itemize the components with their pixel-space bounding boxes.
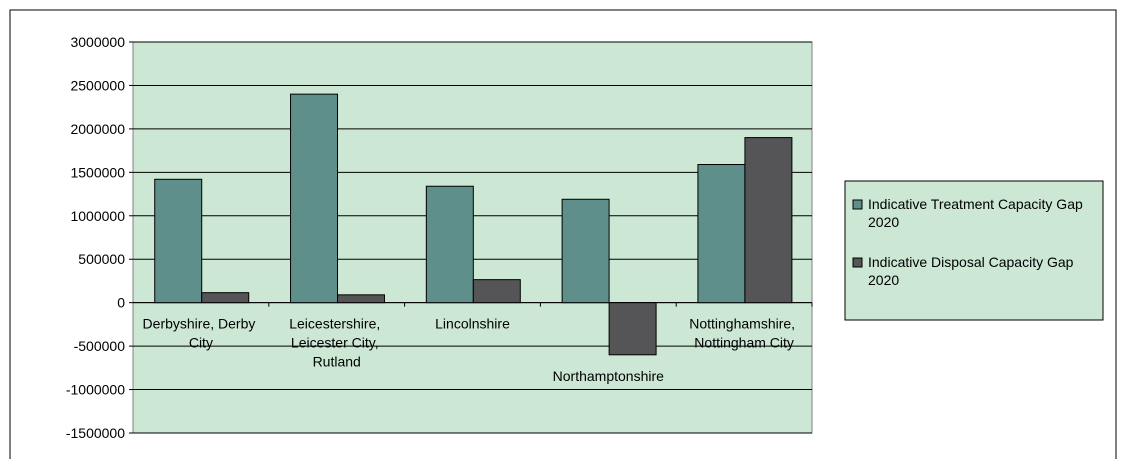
legend-swatch — [852, 199, 863, 210]
x-tick-label: Derbyshire, Derby City — [143, 316, 260, 351]
x-tick-label: Leicestershire, Leicester City, Rutland — [289, 316, 384, 370]
bar — [744, 137, 793, 304]
legend-swatch — [852, 257, 863, 268]
bar — [697, 164, 746, 304]
y-tick-label: 0 — [117, 295, 125, 311]
y-tick-label: 2500000 — [70, 77, 125, 93]
bar — [201, 292, 250, 304]
x-tick-label: Nottinghamshire, Nottingham City — [689, 316, 799, 351]
bar — [290, 93, 339, 304]
bar — [608, 302, 657, 356]
y-tick-label: 1000000 — [70, 208, 125, 224]
bar — [337, 294, 386, 304]
legend-label: Indicative Treatment Capacity Gap 2020 — [868, 196, 1087, 230]
bar — [154, 178, 203, 304]
bar — [472, 279, 521, 304]
y-tick-label: 500000 — [78, 251, 125, 267]
bar — [425, 185, 474, 304]
y-tick-label: -1500000 — [66, 425, 125, 441]
legend-label: Indicative Disposal Capacity Gap 2020 — [868, 254, 1077, 288]
x-tick-label: Northamptonshire — [553, 368, 664, 384]
y-tick-label: 3000000 — [70, 34, 125, 50]
y-tick-label: -500000 — [74, 338, 126, 354]
legend-box — [844, 180, 1104, 321]
frame — [9, 9, 1117, 459]
x-tick-label: Lincolnshire — [435, 316, 510, 332]
y-tick-label: 2000000 — [70, 121, 125, 137]
y-tick-label: 1500000 — [70, 164, 125, 180]
y-tick-label: -1000000 — [66, 382, 125, 398]
bar — [561, 198, 610, 304]
